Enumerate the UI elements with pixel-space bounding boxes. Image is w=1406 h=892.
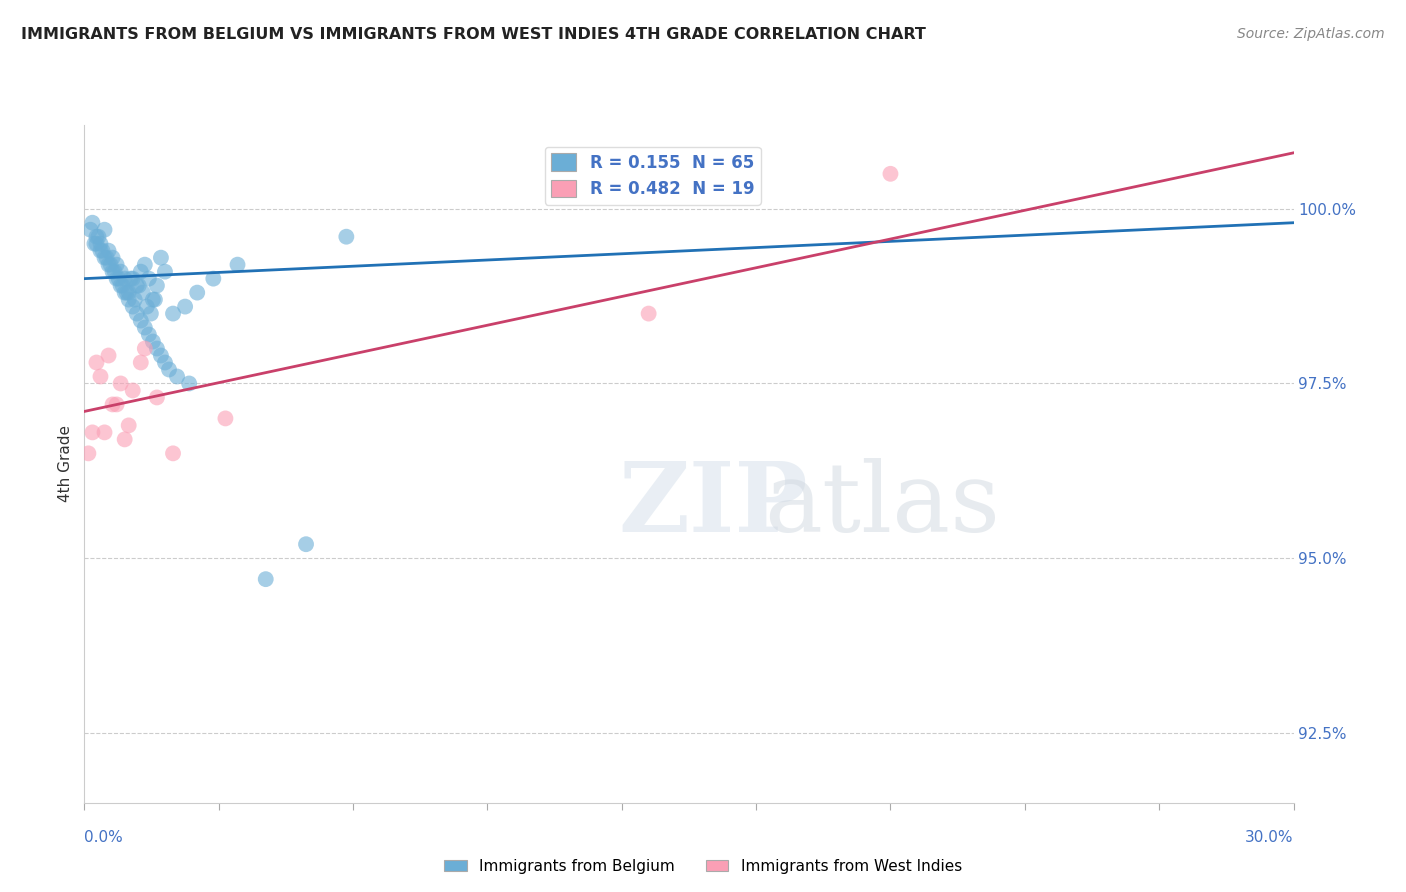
Point: [82, 216, 104, 230]
Point: [142, 293, 165, 307]
Point: [101, 265, 124, 279]
Point: [118, 418, 141, 433]
Point: [129, 265, 152, 279]
Point: [86, 236, 108, 251]
Legend: R = 0.155  N = 65, R = 0.482  N = 19: R = 0.155 N = 65, R = 0.482 N = 19: [544, 147, 761, 205]
Point: [82, 425, 104, 440]
Point: [202, 271, 225, 285]
Point: [121, 384, 143, 398]
Point: [153, 265, 176, 279]
Y-axis label: 4th Grade: 4th Grade: [58, 425, 73, 502]
Point: [226, 258, 249, 272]
Point: [105, 397, 128, 411]
Point: [125, 307, 148, 321]
Point: [97, 349, 120, 363]
Point: [105, 258, 128, 272]
Point: [295, 537, 318, 551]
Point: [179, 376, 201, 391]
Point: [104, 265, 127, 279]
Point: [129, 313, 152, 327]
Point: [107, 271, 129, 285]
Point: [101, 251, 124, 265]
Point: [120, 271, 142, 285]
Point: [138, 271, 160, 285]
Point: [134, 258, 156, 272]
Point: [110, 376, 132, 391]
Point: [93, 223, 115, 237]
Point: [91, 244, 114, 258]
Point: [101, 397, 124, 411]
Point: [79, 223, 101, 237]
Point: [114, 433, 136, 447]
Point: [143, 293, 166, 307]
Text: Source: ZipAtlas.com: Source: ZipAtlas.com: [1237, 27, 1385, 41]
Point: [87, 229, 110, 244]
Point: [146, 391, 169, 405]
Point: [174, 300, 197, 314]
Point: [86, 229, 108, 244]
Point: [105, 271, 128, 285]
Point: [89, 236, 111, 251]
Point: [146, 278, 169, 293]
Text: 0.0%: 0.0%: [84, 830, 124, 845]
Point: [132, 285, 155, 300]
Point: [93, 425, 115, 440]
Text: atlas: atlas: [765, 458, 1001, 551]
Point: [254, 572, 277, 586]
Point: [149, 251, 172, 265]
Point: [134, 342, 156, 356]
Point: [162, 307, 184, 321]
Point: [115, 285, 138, 300]
Point: [166, 369, 188, 384]
Point: [118, 285, 141, 300]
Point: [111, 278, 134, 293]
Point: [879, 167, 901, 181]
Point: [114, 285, 136, 300]
Point: [89, 369, 111, 384]
Point: [97, 258, 120, 272]
Point: [118, 293, 141, 307]
Point: [335, 229, 357, 244]
Point: [110, 278, 132, 293]
Point: [124, 293, 146, 307]
Point: [138, 327, 160, 342]
Point: [128, 278, 150, 293]
Point: [77, 446, 100, 460]
Point: [83, 236, 105, 251]
Point: [121, 271, 143, 285]
Point: [186, 285, 208, 300]
Point: [157, 362, 180, 376]
Point: [89, 244, 111, 258]
Point: [114, 271, 136, 285]
Point: [142, 334, 165, 349]
Point: [135, 300, 157, 314]
Point: [93, 251, 115, 265]
Text: IMMIGRANTS FROM BELGIUM VS IMMIGRANTS FROM WEST INDIES 4TH GRADE CORRELATION CHA: IMMIGRANTS FROM BELGIUM VS IMMIGRANTS FR…: [21, 27, 927, 42]
Point: [96, 251, 118, 265]
Point: [129, 355, 152, 369]
Point: [86, 355, 108, 369]
Point: [100, 258, 122, 272]
Point: [214, 411, 236, 425]
Point: [146, 342, 169, 356]
Text: 30.0%: 30.0%: [1246, 830, 1294, 845]
Point: [149, 349, 172, 363]
Point: [121, 300, 143, 314]
Point: [637, 307, 659, 321]
Legend: Immigrants from Belgium, Immigrants from West Indies: Immigrants from Belgium, Immigrants from…: [439, 853, 967, 880]
Point: [153, 355, 176, 369]
Point: [139, 307, 162, 321]
Point: [97, 244, 120, 258]
Point: [162, 446, 184, 460]
Point: [134, 320, 156, 334]
Point: [110, 265, 132, 279]
Text: ZIP: ZIP: [619, 458, 808, 551]
Point: [125, 278, 148, 293]
